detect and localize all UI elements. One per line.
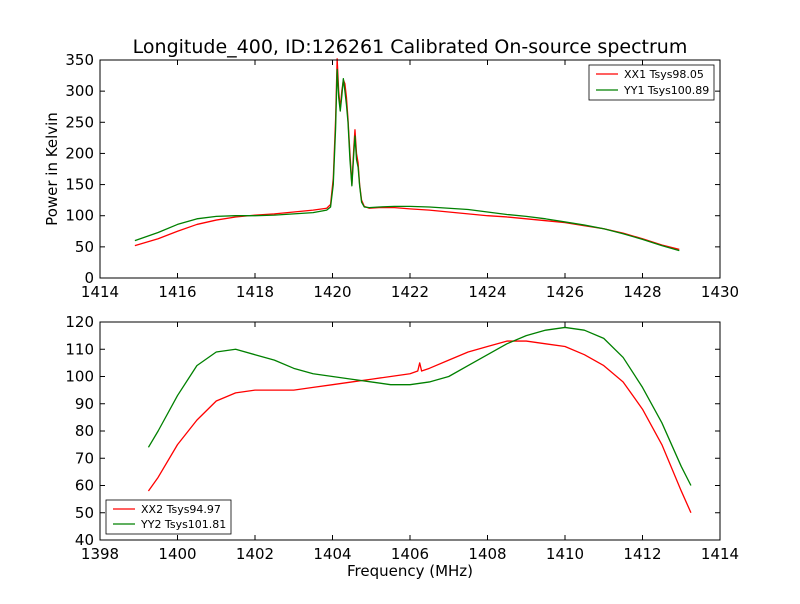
x-tick-label: 1430 (701, 283, 739, 301)
y-tick-label: 150 (65, 176, 94, 194)
x-tick-label: 1414 (81, 283, 119, 301)
y-tick-label: 100 (65, 368, 94, 386)
y-tick-label: 0 (84, 269, 94, 287)
x-tick-label: 1412 (623, 545, 661, 563)
y-tick-label: 60 (75, 477, 94, 495)
y-tick-label: 50 (75, 504, 94, 522)
y-tick-label: 70 (75, 449, 94, 467)
y-tick-label: 300 (65, 82, 94, 100)
x-tick-label: 1406 (391, 545, 429, 563)
y-tick-label: 100 (65, 207, 94, 225)
x-tick-label: 1424 (468, 283, 506, 301)
legend-entry-yy1: YY1 Tsys100.89 (623, 84, 709, 97)
legend-entry-xx1: XX1 Tsys98.05 (624, 68, 704, 81)
bottom-legend: XX2 Tsys94.97 YY2 Tsys101.81 (105, 499, 232, 535)
y-tick-label: 50 (75, 238, 94, 256)
y-tick-label: 350 (65, 51, 94, 69)
x-tick-label: 1420 (313, 283, 351, 301)
y-tick-label: 90 (75, 395, 94, 413)
x-tick-label: 1408 (468, 545, 506, 563)
chart-title: Longitude_400, ID:126261 Calibrated On-s… (133, 36, 688, 58)
top-chart: Longitude_400, ID:126261 Calibrated On-s… (43, 36, 739, 301)
top-legend: XX1 Tsys98.05 YY1 Tsys100.89 (588, 64, 715, 101)
y-tick-label: 40 (75, 531, 94, 549)
series-line-yy1 (134, 68, 680, 252)
x-tick-label: 1414 (701, 545, 739, 563)
x-tick-label: 1416 (158, 283, 196, 301)
x-tick-label: 1402 (236, 545, 274, 563)
x-axis-label: Frequency (MHz) (347, 562, 473, 580)
y-tick-label: 250 (65, 113, 94, 131)
y-axis-label: Power in Kelvin (43, 112, 61, 226)
series-line-xx2 (147, 340, 692, 514)
bottom-chart: Frequency (MHz) 1398 1400 1402 1404 1406 1408… (65, 313, 739, 580)
top-plot-area: 1414 1416 1418 1420 1422 1424 1426 1428 1430 0 50 1… (65, 51, 739, 301)
series-line-yy2 (147, 326, 692, 486)
x-tick-label: 1404 (313, 545, 351, 563)
legend-entry-xx2: XX2 Tsys94.97 (141, 503, 221, 516)
y-tick-label: 120 (65, 313, 94, 331)
x-tick-label: 1398 (81, 545, 119, 563)
x-tick-label: 1422 (391, 283, 429, 301)
x-tick-label: 1418 (236, 283, 274, 301)
legend-entry-yy2: YY2 Tsys101.81 (140, 518, 226, 531)
bottom-plot-area: 1398 1400 1402 1404 1406 1408 1410 1412 1414 40 50… (65, 313, 739, 563)
x-tick-label: 1426 (546, 283, 584, 301)
x-tick-label: 1428 (623, 283, 661, 301)
legend-box (588, 64, 715, 101)
y-tick-label: 80 (75, 422, 94, 440)
x-tick-label: 1410 (546, 545, 584, 563)
y-tick-label: 110 (65, 340, 94, 358)
legend-box (105, 499, 232, 535)
x-tick-label: 1400 (158, 545, 196, 563)
y-tick-label: 200 (65, 144, 94, 162)
